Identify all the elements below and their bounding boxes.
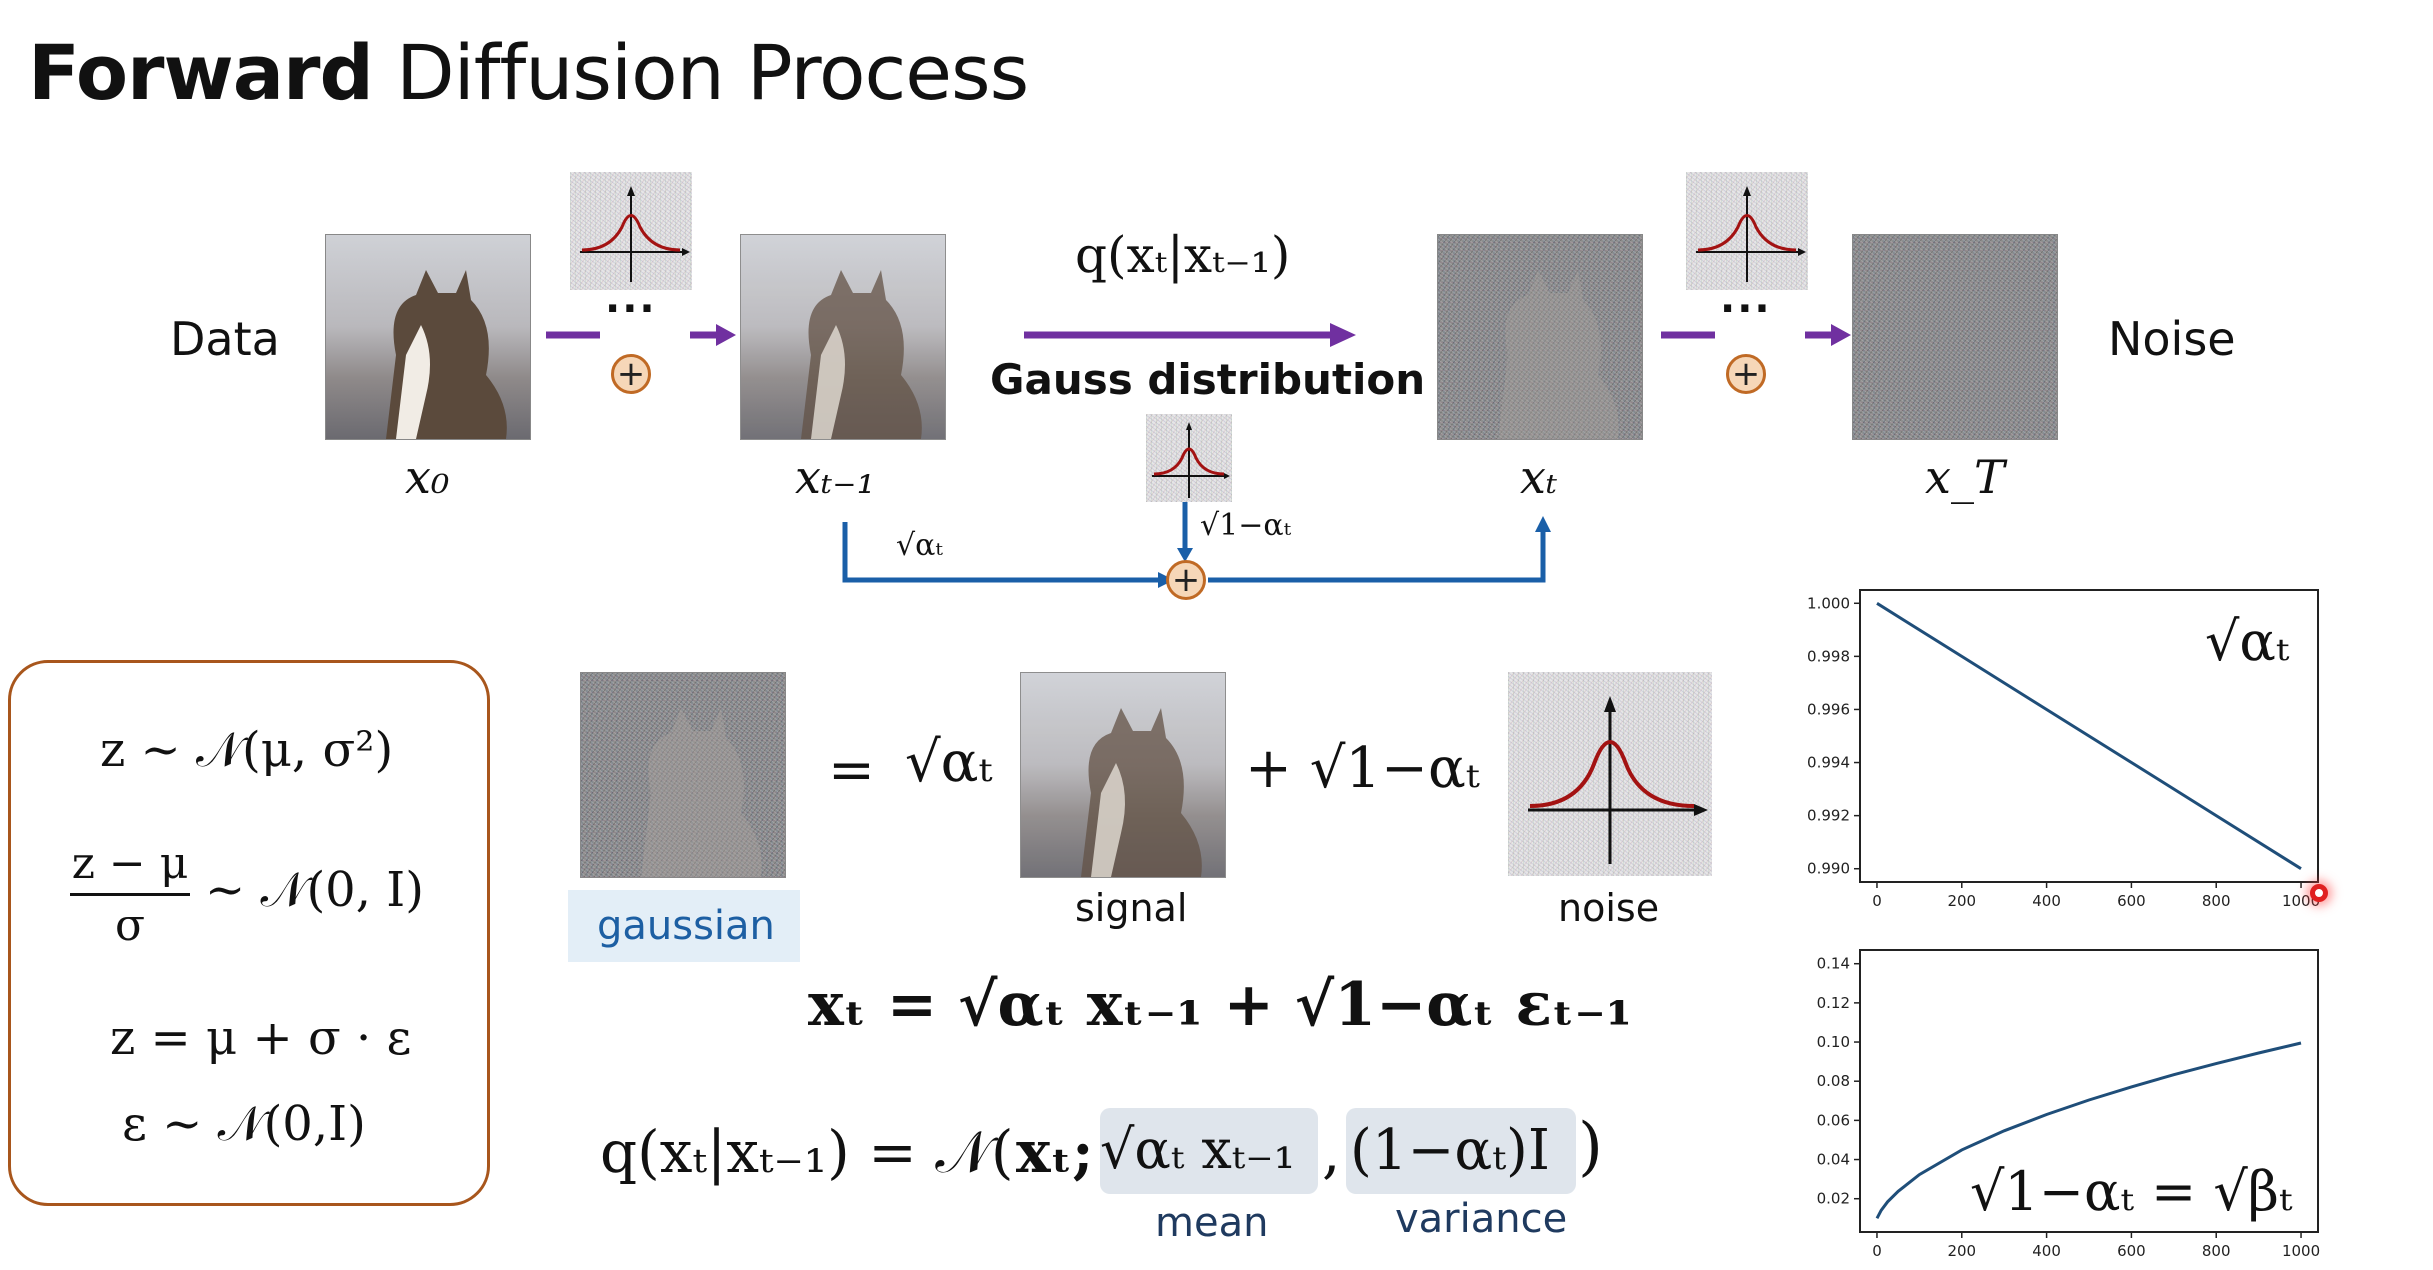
y-tick-label: 0.04 bbox=[1817, 1151, 1850, 1169]
cursor-marker-icon bbox=[2310, 884, 2328, 902]
q-formula-comma: , bbox=[1322, 1118, 1341, 1186]
box-line-3: z = μ + σ · ε bbox=[110, 1010, 412, 1066]
box-line-1: z ~ 𝒩(μ, σ²) bbox=[100, 722, 394, 778]
x-tick-label: 600 bbox=[2117, 1242, 2146, 1260]
plot-frame bbox=[1859, 949, 2319, 1233]
q-formula-arg: xₜ; bbox=[1016, 1118, 1094, 1186]
gaussian-icon bbox=[1686, 172, 1808, 290]
y-tick-label: 1.000 bbox=[1807, 594, 1850, 612]
variance-label: variance bbox=[1395, 1196, 1568, 1242]
noisy-image-xt bbox=[1437, 234, 1643, 440]
noise-caption: noise bbox=[1558, 886, 1660, 930]
series-line bbox=[1876, 602, 2302, 870]
q-formula-mean: √αₜ xₜ₋₁ bbox=[1100, 1118, 1296, 1181]
x-tick-label: 800 bbox=[2202, 892, 2231, 910]
y-tick-label: 0.996 bbox=[1807, 700, 1850, 718]
mean-label: mean bbox=[1155, 1200, 1269, 1246]
y-tick-label: 0.06 bbox=[1817, 1111, 1850, 1129]
q-formula-lhs: q(xₜ|xₜ₋₁) = 𝒩( bbox=[600, 1118, 1014, 1186]
y-tick-label: 0.14 bbox=[1817, 955, 1850, 973]
x-tick-label: 400 bbox=[2032, 1242, 2061, 1260]
arrow-dots-right bbox=[1661, 324, 1851, 346]
xt-minus-1-label: xₜ₋₁ bbox=[795, 450, 876, 504]
noise-image-xT bbox=[1852, 234, 2058, 440]
cat-image-x0 bbox=[325, 234, 531, 440]
x-tick-label: 0 bbox=[1872, 1242, 1882, 1260]
x-tick-label: 0 bbox=[1872, 892, 1882, 910]
sqrt-alpha-coeff: √αₜ bbox=[905, 730, 993, 795]
sqrt-beta-chart: 0 200 400 600 800 1000 0.02 0.04 0.06 0.08 0.10 0.1… bbox=[1817, 949, 2320, 1260]
gaussian-icon bbox=[570, 172, 692, 290]
y-tick-label: 0.992 bbox=[1807, 807, 1850, 825]
q-formula-close: ) bbox=[1578, 1110, 1603, 1184]
box-frac: z − μ σ bbox=[60, 838, 200, 951]
plus-sqrt-coeff: + √1−αₜ bbox=[1245, 736, 1480, 801]
cat-silhouette-icon bbox=[386, 270, 507, 439]
noise-label: Noise bbox=[2108, 312, 2236, 366]
q-transition-label: q(xₜ|xₜ₋₁) bbox=[1075, 226, 1291, 284]
data-label: Data bbox=[170, 312, 280, 366]
gauss-distribution-label: Gauss distribution bbox=[990, 355, 1426, 404]
x-tick-label: 200 bbox=[1947, 892, 1976, 910]
box-line-2: ~ 𝒩(0, I) bbox=[205, 862, 424, 918]
plus-icon: + bbox=[1726, 354, 1766, 394]
cat-silhouette-icon bbox=[801, 270, 922, 439]
gaussian-icon bbox=[1146, 414, 1232, 502]
xt-label: xₜ bbox=[1520, 450, 1558, 504]
arrow-main bbox=[1024, 323, 1356, 347]
dots: ··· bbox=[605, 286, 657, 332]
y-tick-label: 0.10 bbox=[1817, 1033, 1850, 1051]
gaussian-label: gaussian bbox=[597, 903, 775, 949]
x-tick-label: 400 bbox=[2032, 892, 2061, 910]
xt-formula: xₜ = √αₜ xₜ₋₁ + √1−αₜ εₜ₋₁ bbox=[808, 970, 1633, 1040]
combine-arrows bbox=[842, 502, 1551, 588]
q-formula-variance: (1−αₜ)I bbox=[1350, 1118, 1550, 1183]
box-line-4: ε ~ 𝒩(0,I) bbox=[122, 1096, 366, 1152]
y-tick-label: 0.990 bbox=[1807, 860, 1850, 878]
y-tick-label: 0.12 bbox=[1817, 994, 1850, 1012]
y-tick-label: 0.08 bbox=[1817, 1072, 1850, 1090]
x-tick-label: 1000 bbox=[2282, 1242, 2320, 1260]
plus-icon: + bbox=[1166, 560, 1206, 600]
x-tick-label: 800 bbox=[2202, 1242, 2231, 1260]
chart0-annotation: √αₜ bbox=[2205, 610, 2290, 673]
dots: ··· bbox=[1720, 286, 1772, 332]
normal-distribution-box bbox=[8, 660, 490, 1206]
signal-image bbox=[1020, 672, 1226, 878]
y-tick-label: 0.02 bbox=[1817, 1190, 1850, 1208]
gaussian-result-image bbox=[580, 672, 786, 878]
cat-silhouette-icon bbox=[1081, 708, 1202, 877]
x-tick-label: 200 bbox=[1947, 1242, 1976, 1260]
equals-sign: = bbox=[828, 738, 875, 803]
faint-cat-icon bbox=[641, 708, 762, 877]
chart1-annotation: √1−αₜ = √βₜ bbox=[1970, 1160, 2293, 1223]
sqrt-one-minus-alpha-label: √1−αₜ bbox=[1200, 508, 1291, 543]
xT-label: x_T bbox=[1925, 450, 2005, 504]
faint-cat-icon bbox=[1498, 270, 1619, 439]
page-title: Forward Diffusion Process bbox=[28, 28, 1029, 117]
y-tick-label: 0.998 bbox=[1807, 647, 1850, 665]
frac-numerator: z − μ bbox=[71, 838, 189, 889]
noise-gaussian-image bbox=[1508, 672, 1712, 876]
signal-label: signal bbox=[1075, 886, 1188, 930]
variance-highlight bbox=[1346, 1108, 1576, 1194]
frac-denominator: σ bbox=[114, 900, 146, 951]
series-line bbox=[1875, 1041, 2302, 1219]
gaussian-highlight bbox=[568, 890, 800, 962]
plus-icon: + bbox=[611, 354, 651, 394]
sqrt-alpha-chart: 0 200 400 600 800 10001.0000.9980.9960.9940.9… bbox=[1807, 589, 2320, 910]
mean-highlight bbox=[1100, 1108, 1318, 1194]
arrow-dots-left bbox=[546, 324, 736, 346]
gaussian-icon bbox=[1528, 696, 1708, 864]
x-tick-label: 600 bbox=[2117, 892, 2146, 910]
y-tick-label: 0.994 bbox=[1807, 754, 1850, 772]
x0-label: x₀ bbox=[405, 450, 450, 504]
sqrt-alpha-label: √αₜ bbox=[896, 528, 943, 563]
noisy-cat-image-xt-1 bbox=[740, 234, 946, 440]
